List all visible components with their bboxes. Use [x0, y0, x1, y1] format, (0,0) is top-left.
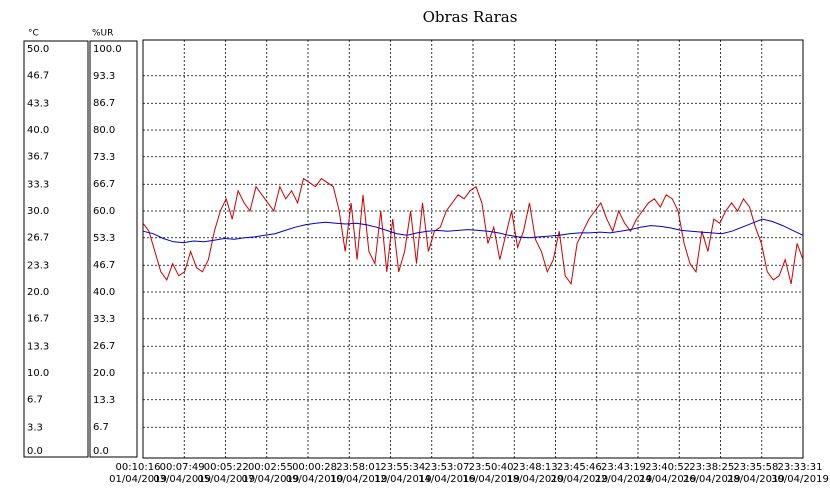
- x-tick-time: 23:43:19: [601, 462, 646, 473]
- y2-tick-label: 40.0: [93, 287, 115, 298]
- x-tick-time: 23:40:52: [645, 462, 690, 473]
- x-tick-date: 24/04/2019: [639, 474, 697, 485]
- x-tick-time: 23:58:01: [336, 462, 381, 473]
- y2-axis-box: [89, 40, 138, 458]
- series-line: [142, 177, 804, 286]
- y-tick-label: 10.0: [27, 368, 49, 379]
- y2-tick-label: 6.7: [93, 422, 109, 433]
- y2-axis-label: %UR: [92, 29, 113, 39]
- x-tick-date: 10/04/2019: [330, 474, 388, 485]
- y2-tick-label: 0.0: [93, 446, 109, 457]
- y-tick-label: 43.3: [27, 98, 49, 109]
- x-tick-time: 00:10:16: [116, 462, 161, 473]
- y2-tick-label: 80.0: [93, 125, 115, 136]
- x-tick-date: 18/04/2019: [506, 474, 564, 485]
- x-tick-date: 14/04/2019: [418, 474, 476, 485]
- x-tick-date: 07/04/2019: [242, 474, 300, 485]
- x-tick-time: 00:07:49: [160, 462, 205, 473]
- y2-tick-label: 46.7: [93, 260, 115, 271]
- x-tick-time: 23:35:58: [733, 462, 778, 473]
- y-tick-label: 50.0: [27, 44, 49, 55]
- y2-tick-label: 20.0: [93, 368, 115, 379]
- x-tick-time: 23:33:31: [778, 462, 823, 473]
- y-tick-label: 13.3: [27, 341, 49, 352]
- y-tick-label: 26.7: [27, 233, 49, 244]
- x-tick-date: 01/04/2019: [109, 474, 167, 485]
- y2-tick-label: 60.0: [93, 206, 115, 217]
- x-tick-date: 28/04/2019: [727, 474, 785, 485]
- chart-title: Obras Raras: [423, 8, 518, 26]
- y2-tick-label: 53.3: [93, 233, 115, 244]
- x-tick-time: 23:45:46: [557, 462, 602, 473]
- x-tick-time: 00:02:55: [248, 462, 293, 473]
- y-tick-label: 36.7: [27, 152, 49, 163]
- x-tick-date: 16/04/2019: [462, 474, 520, 485]
- x-tick-date: 20/04/2019: [551, 474, 609, 485]
- y2-tick-label: 100.0: [93, 44, 122, 55]
- y-tick-label: 40.0: [27, 125, 49, 136]
- x-tick-time: 00:05:22: [204, 462, 249, 473]
- x-tick-time: 23:55:34: [380, 462, 425, 473]
- y-tick-label: 16.7: [27, 314, 49, 325]
- y-axis-box: [23, 40, 89, 458]
- x-tick-date: 09/04/2019: [286, 474, 344, 485]
- y-tick-label: 20.0: [27, 287, 49, 298]
- y-tick-label: 46.7: [27, 71, 49, 82]
- x-tick-date: 12/04/2019: [374, 474, 432, 485]
- y-tick-label: 23.3: [27, 260, 49, 271]
- y-axis-label: °C: [28, 29, 39, 39]
- x-tick-date: 30/04/2019: [771, 474, 829, 485]
- y-tick-label: 0.0: [27, 446, 43, 457]
- y-tick-label: 30.0: [27, 206, 49, 217]
- y2-tick-label: 33.3: [93, 314, 115, 325]
- y-tick-label: 3.3: [27, 422, 43, 433]
- x-tick-date: 03/04/2019: [153, 474, 211, 485]
- x-tick-date: 22/04/2019: [595, 474, 653, 485]
- series-line: [142, 218, 804, 244]
- y2-tick-label: 93.3: [93, 71, 115, 82]
- y-tick-label: 33.3: [27, 179, 49, 190]
- x-tick-time: 23:50:40: [469, 462, 514, 473]
- x-tick-time: 23:38:25: [689, 462, 734, 473]
- x-tick-time: 23:48:13: [513, 462, 558, 473]
- y2-tick-label: 86.7: [93, 98, 115, 109]
- y2-tick-label: 13.3: [93, 395, 115, 406]
- x-tick-time: 23:53:07: [424, 462, 469, 473]
- y2-tick-label: 73.3: [93, 152, 115, 163]
- x-tick-date: 26/04/2019: [683, 474, 741, 485]
- y2-tick-label: 26.7: [93, 341, 115, 352]
- x-tick-date: 05/04/2019: [197, 474, 255, 485]
- x-tick-time: 00:00:28: [292, 462, 337, 473]
- y-tick-label: 6.7: [27, 395, 43, 406]
- y2-tick-label: 66.7: [93, 179, 115, 190]
